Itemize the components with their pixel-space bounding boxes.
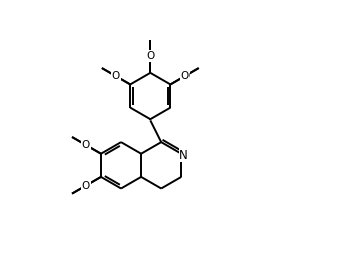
Text: O: O [81, 140, 90, 150]
Text: O: O [111, 71, 119, 81]
Text: O: O [181, 71, 189, 81]
Text: N: N [179, 149, 188, 162]
Text: O: O [146, 51, 154, 60]
Text: O: O [181, 71, 189, 81]
Text: O: O [146, 51, 154, 61]
Text: O: O [82, 181, 90, 191]
Text: O: O [81, 181, 90, 191]
Text: O: O [82, 140, 90, 150]
Text: O: O [112, 71, 120, 81]
